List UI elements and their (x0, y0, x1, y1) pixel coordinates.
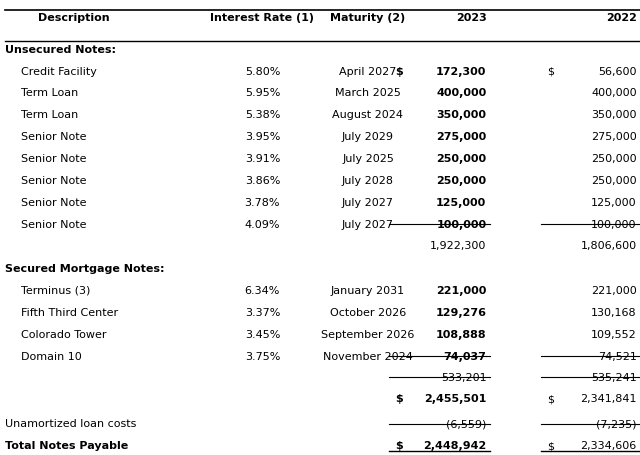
Text: $: $ (396, 66, 403, 76)
Text: 108,888: 108,888 (436, 329, 486, 339)
Text: 350,000: 350,000 (591, 110, 637, 120)
Text: (7,235): (7,235) (596, 418, 637, 428)
Text: Credit Facility: Credit Facility (21, 66, 97, 76)
Text: 1,922,300: 1,922,300 (430, 241, 486, 250)
Text: July 2028: July 2028 (342, 176, 394, 186)
Text: September 2026: September 2026 (321, 329, 415, 339)
Text: 221,000: 221,000 (436, 285, 486, 295)
Text: Secured Mortgage Notes:: Secured Mortgage Notes: (5, 263, 164, 273)
Text: 275,000: 275,000 (436, 132, 486, 142)
Text: Maturity (2): Maturity (2) (330, 13, 406, 23)
Text: 6.34%: 6.34% (244, 285, 280, 295)
Text: Total Notes Payable: Total Notes Payable (5, 440, 129, 450)
Text: $: $ (547, 393, 554, 403)
Text: 3.45%: 3.45% (244, 329, 280, 339)
Text: July 2029: July 2029 (342, 132, 394, 142)
Text: Interest Rate (1): Interest Rate (1) (211, 13, 314, 23)
Text: October 2026: October 2026 (330, 307, 406, 317)
Text: Senior Note: Senior Note (21, 197, 86, 207)
Text: 250,000: 250,000 (436, 176, 486, 186)
Text: Senior Note: Senior Note (21, 219, 86, 229)
Text: 5.38%: 5.38% (244, 110, 280, 120)
Text: 3.91%: 3.91% (244, 154, 280, 164)
Text: 350,000: 350,000 (436, 110, 486, 120)
Text: Senior Note: Senior Note (21, 176, 86, 186)
Text: 3.78%: 3.78% (244, 197, 280, 207)
Text: July 2025: July 2025 (342, 154, 394, 164)
Text: April 2027: April 2027 (339, 66, 397, 76)
Text: March 2025: March 2025 (335, 88, 401, 98)
Text: 533,201: 533,201 (441, 372, 486, 382)
Text: 3.75%: 3.75% (244, 351, 280, 361)
Text: 221,000: 221,000 (591, 285, 637, 295)
Text: Colorado Tower: Colorado Tower (21, 329, 107, 339)
Text: Unamortized loan costs: Unamortized loan costs (5, 418, 136, 428)
Text: 74,521: 74,521 (598, 351, 637, 361)
Text: July 2027: July 2027 (342, 219, 394, 229)
Text: 5.95%: 5.95% (244, 88, 280, 98)
Text: $: $ (547, 440, 554, 450)
Text: Domain 10: Domain 10 (21, 351, 82, 361)
Text: 125,000: 125,000 (436, 197, 486, 207)
Text: 2,341,841: 2,341,841 (580, 393, 637, 403)
Text: 2022: 2022 (606, 13, 637, 23)
Text: Terminus (3): Terminus (3) (21, 285, 90, 295)
Text: (6,559): (6,559) (446, 418, 486, 428)
Text: Term Loan: Term Loan (21, 88, 78, 98)
Text: $: $ (396, 440, 403, 450)
Text: 250,000: 250,000 (436, 154, 486, 164)
Text: 56,600: 56,600 (598, 66, 637, 76)
Text: 1,806,600: 1,806,600 (580, 241, 637, 250)
Text: 3.95%: 3.95% (244, 132, 280, 142)
Text: Senior Note: Senior Note (21, 154, 86, 164)
Text: 5.80%: 5.80% (244, 66, 280, 76)
Text: Fifth Third Center: Fifth Third Center (21, 307, 118, 317)
Text: 74,037: 74,037 (444, 351, 486, 361)
Text: 100,000: 100,000 (436, 219, 486, 229)
Text: 2,448,942: 2,448,942 (423, 440, 486, 450)
Text: 535,241: 535,241 (591, 372, 637, 382)
Text: November 2024: November 2024 (323, 351, 413, 361)
Text: 3.86%: 3.86% (244, 176, 280, 186)
Text: Unsecured Notes:: Unsecured Notes: (5, 45, 116, 55)
Text: 3.37%: 3.37% (244, 307, 280, 317)
Text: 400,000: 400,000 (436, 88, 486, 98)
Text: 125,000: 125,000 (591, 197, 637, 207)
Text: August 2024: August 2024 (333, 110, 403, 120)
Text: January 2031: January 2031 (331, 285, 405, 295)
Text: Term Loan: Term Loan (21, 110, 78, 120)
Text: $: $ (396, 393, 403, 403)
Text: 2,334,606: 2,334,606 (580, 440, 637, 450)
Text: 2023: 2023 (456, 13, 486, 23)
Text: 2,455,501: 2,455,501 (424, 393, 486, 403)
Text: 109,552: 109,552 (591, 329, 637, 339)
Text: 250,000: 250,000 (591, 176, 637, 186)
Text: July 2027: July 2027 (342, 197, 394, 207)
Text: 129,276: 129,276 (435, 307, 486, 317)
Text: 275,000: 275,000 (591, 132, 637, 142)
Text: 172,300: 172,300 (436, 66, 486, 76)
Text: 130,168: 130,168 (591, 307, 637, 317)
Text: Senior Note: Senior Note (21, 132, 86, 142)
Text: $: $ (547, 66, 554, 76)
Text: 4.09%: 4.09% (244, 219, 280, 229)
Text: 250,000: 250,000 (591, 154, 637, 164)
Text: 400,000: 400,000 (591, 88, 637, 98)
Text: Description: Description (38, 13, 109, 23)
Text: 100,000: 100,000 (591, 219, 637, 229)
